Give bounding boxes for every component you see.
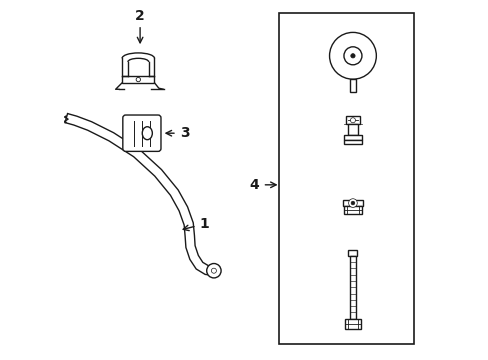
- Circle shape: [343, 47, 361, 65]
- Text: 4: 4: [249, 178, 258, 192]
- Bar: [278, 13, 413, 344]
- Circle shape: [206, 264, 221, 278]
- Bar: [344, 206, 361, 214]
- Bar: [349, 256, 355, 319]
- Circle shape: [329, 32, 376, 79]
- Circle shape: [350, 118, 355, 123]
- Text: 3: 3: [166, 126, 189, 140]
- Circle shape: [350, 201, 354, 205]
- Bar: [345, 116, 360, 124]
- Bar: [347, 124, 357, 135]
- Bar: [349, 79, 355, 92]
- Bar: [344, 140, 361, 144]
- FancyBboxPatch shape: [122, 115, 161, 151]
- Bar: [343, 200, 362, 206]
- Circle shape: [348, 199, 357, 207]
- Bar: [345, 319, 360, 329]
- Bar: [348, 250, 357, 256]
- Bar: [122, 76, 154, 83]
- Text: 2: 2: [135, 9, 144, 23]
- Ellipse shape: [142, 127, 152, 140]
- Circle shape: [350, 54, 354, 58]
- Circle shape: [136, 77, 140, 82]
- Circle shape: [211, 268, 216, 273]
- Text: 1: 1: [183, 217, 209, 231]
- Bar: [344, 135, 361, 140]
